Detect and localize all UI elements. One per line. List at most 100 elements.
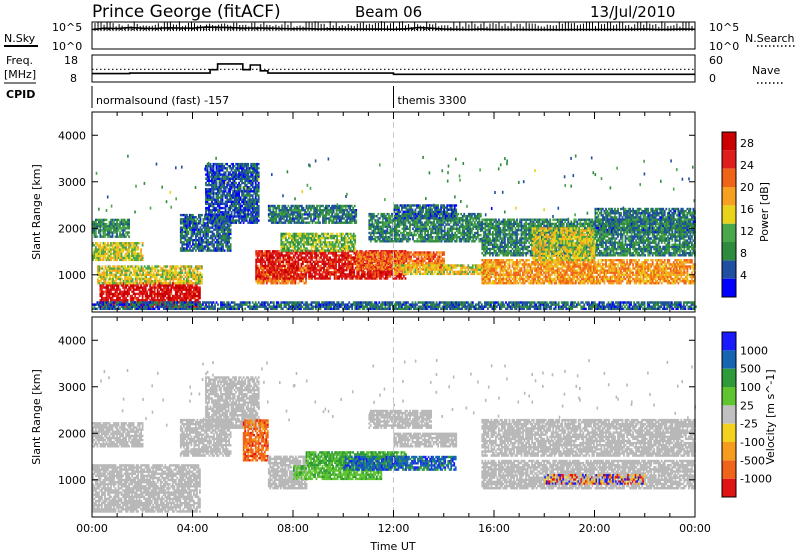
power-cell	[243, 219, 245, 221]
power-cell	[319, 271, 321, 273]
freq-right-tick-high: 60	[709, 54, 723, 67]
power-cell	[162, 269, 164, 271]
power-cell	[106, 276, 108, 278]
power-cell	[132, 278, 134, 280]
power-cell	[276, 267, 278, 269]
power-cell	[161, 293, 163, 295]
power-cell	[142, 244, 144, 246]
power-cell	[181, 269, 183, 271]
power-cell	[247, 211, 249, 213]
power-cell	[221, 241, 223, 243]
power-cell	[263, 261, 265, 263]
power-cell	[200, 233, 202, 235]
power-cell	[243, 169, 245, 171]
power-cell	[165, 280, 167, 282]
power-cell	[162, 274, 164, 276]
power-cell	[104, 242, 106, 244]
power-cell	[279, 259, 281, 261]
power-cell	[203, 233, 205, 235]
power-cell	[101, 291, 103, 293]
power-cell	[181, 276, 183, 278]
power-cell	[267, 265, 269, 267]
power-cell	[218, 231, 220, 233]
power-cell	[228, 241, 230, 243]
power-cell	[247, 163, 249, 165]
power-cell	[335, 267, 337, 269]
power-cell	[197, 269, 199, 271]
power-cell	[354, 239, 356, 241]
power-cell	[291, 222, 293, 224]
power-cell	[197, 226, 199, 228]
power-cell	[101, 295, 103, 297]
power-cell	[109, 246, 111, 248]
power-cell	[210, 213, 212, 215]
power-cell	[141, 265, 143, 267]
power-cell	[323, 241, 325, 243]
power-cell	[222, 239, 224, 241]
power-cell	[272, 254, 274, 256]
power-cell	[201, 229, 203, 231]
power-cell	[163, 297, 165, 299]
power-cell	[243, 192, 245, 194]
power-cell	[324, 239, 326, 241]
power-cell	[142, 242, 144, 244]
power-cell	[225, 173, 227, 175]
power-cell	[276, 273, 278, 275]
power-cell	[350, 239, 352, 241]
power-cell	[243, 211, 245, 213]
power-cell	[261, 256, 263, 258]
power-cell	[292, 259, 294, 261]
power-cell	[347, 235, 349, 237]
power-cell	[342, 237, 344, 239]
power-cell	[338, 263, 340, 265]
power-cell	[339, 241, 341, 243]
power-cell	[276, 269, 278, 271]
power-cell	[185, 282, 187, 284]
power-cell	[186, 229, 188, 231]
power-cell	[208, 207, 210, 209]
power-cell	[282, 269, 284, 271]
power-cell	[162, 272, 164, 274]
power-cell	[252, 213, 254, 215]
power-cell	[223, 184, 225, 186]
power-cell	[342, 245, 344, 247]
power-cell	[310, 271, 312, 273]
power-cell	[264, 263, 266, 265]
power-cell	[207, 224, 209, 226]
power-cell	[320, 256, 322, 258]
power-cell	[240, 213, 242, 215]
power-cell	[282, 273, 284, 275]
power-cell	[181, 233, 183, 235]
power-cell	[209, 247, 211, 249]
power-cell	[107, 242, 109, 244]
power-cell	[296, 271, 298, 273]
power-cell	[285, 222, 287, 224]
power-cell	[219, 176, 221, 178]
power-cell	[347, 259, 349, 261]
power-cell	[200, 235, 202, 237]
power-cell	[203, 239, 205, 241]
power-cell	[222, 229, 224, 231]
power-cell	[296, 237, 298, 239]
power-cell	[323, 275, 325, 277]
power-cell	[186, 299, 188, 301]
power-cell	[335, 252, 337, 254]
power-cell	[106, 272, 108, 274]
power-cell	[283, 213, 285, 215]
power-cell	[219, 171, 221, 173]
power-cell	[311, 254, 313, 256]
power-cell	[219, 209, 221, 211]
power-cell	[323, 245, 325, 247]
power-cell	[142, 255, 144, 257]
power-cell	[276, 282, 278, 284]
power-cell	[100, 280, 102, 282]
power-cell	[179, 295, 181, 297]
power-cell	[101, 286, 103, 288]
power-cell	[139, 289, 141, 291]
power-cell	[258, 176, 260, 178]
power-cell	[353, 269, 355, 271]
power-cell	[310, 261, 312, 263]
power-cell	[124, 233, 126, 235]
power-cell	[222, 237, 224, 239]
beam-title: Beam 06	[355, 3, 422, 21]
